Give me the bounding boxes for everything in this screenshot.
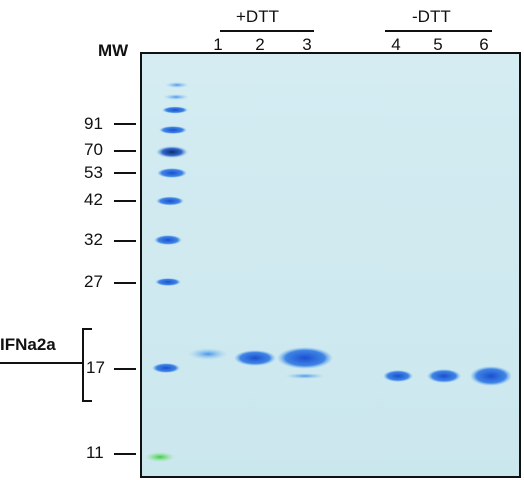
marker-label-11: 11 xyxy=(86,443,104,462)
ladder-lane xyxy=(145,82,189,462)
group-line-plus-dtt xyxy=(220,30,314,32)
marker-label-32: 32 xyxy=(84,230,103,249)
marker-label-17: 17 xyxy=(86,358,105,377)
marker-label-91: 91 xyxy=(84,114,103,133)
lanes-minus-dtt xyxy=(383,366,512,386)
group-label-minus-dtt: -DTT xyxy=(412,7,451,26)
mw-header: MW xyxy=(98,41,129,60)
lane-number-5: 5 xyxy=(433,35,443,54)
lane-number-3: 3 xyxy=(302,35,312,54)
lanes-plus-dtt xyxy=(188,347,333,379)
marker-tick xyxy=(114,368,136,370)
group-label-plus-dtt: +DTT xyxy=(236,7,279,26)
lane-number-6: 6 xyxy=(479,35,489,54)
band-label-underline xyxy=(0,362,82,364)
lane-number-2: 2 xyxy=(255,35,265,54)
marker-label-53: 53 xyxy=(84,163,103,182)
marker-tick xyxy=(114,453,136,455)
band-bracket xyxy=(82,328,92,402)
marker-label-27: 27 xyxy=(84,272,103,291)
marker-tick xyxy=(114,200,136,202)
marker-tick xyxy=(114,172,136,174)
lane-number-4: 4 xyxy=(391,35,401,54)
marker-tick xyxy=(114,282,136,284)
lane-number-1: 1 xyxy=(213,35,223,54)
marker-label-42: 42 xyxy=(84,190,103,209)
marker-label-70: 70 xyxy=(84,140,103,159)
group-line-minus-dtt xyxy=(385,30,492,32)
band-label-ifna2a: IFNa2a xyxy=(0,335,56,354)
marker-tick xyxy=(114,150,136,152)
marker-tick xyxy=(114,240,136,242)
marker-tick xyxy=(114,123,136,125)
gel-background xyxy=(140,52,521,478)
